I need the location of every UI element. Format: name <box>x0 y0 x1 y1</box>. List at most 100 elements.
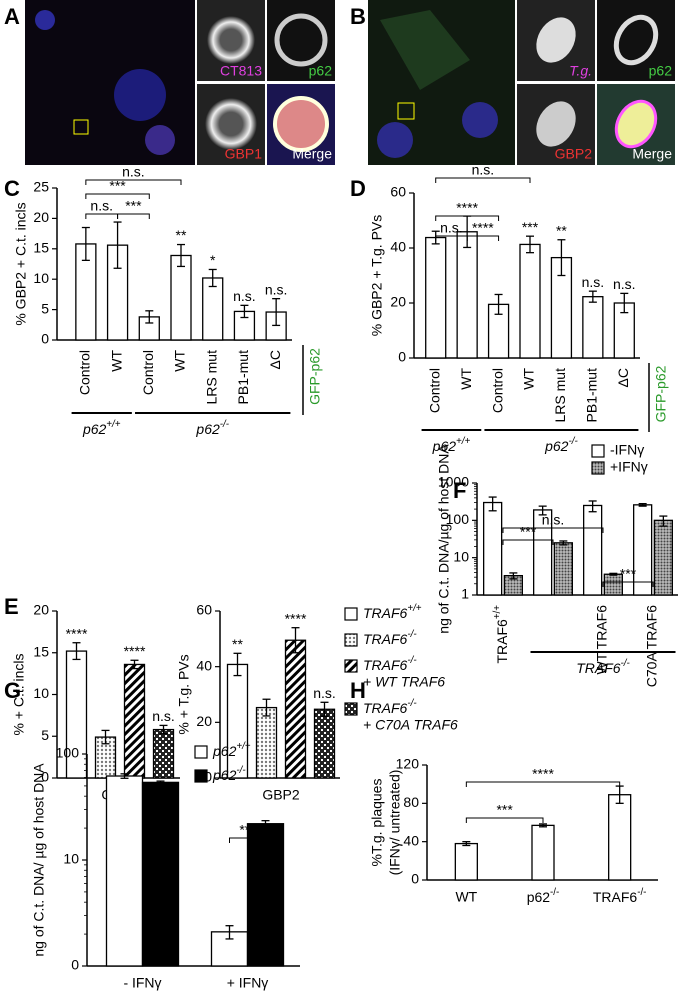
group-label: p62-/- <box>195 419 229 437</box>
y-tick-label: 1 <box>461 586 469 602</box>
y-tick-label: 60 <box>196 602 212 618</box>
inclusion <box>207 16 255 64</box>
bar <box>255 706 278 779</box>
legend-label: +IFNγ <box>610 459 648 475</box>
y-tick-label: 20 <box>33 602 49 618</box>
significance-bracket <box>85 179 182 185</box>
x-tick-label: WT <box>108 350 124 372</box>
legend-swatch <box>194 745 208 759</box>
roi-box <box>73 119 89 135</box>
nucleus <box>462 102 498 138</box>
y-tick-label: 40 <box>196 657 212 673</box>
inclusion <box>274 13 328 67</box>
x-tick-label: PB1-mut <box>584 368 600 423</box>
significance-label: **** <box>456 200 478 216</box>
group-label-sup: +/+ <box>456 436 470 447</box>
bar <box>582 296 604 359</box>
significance-bracket <box>465 781 621 787</box>
bar <box>152 728 175 779</box>
panel-letter: G <box>4 678 21 703</box>
roi-box <box>397 102 415 120</box>
error-bar <box>488 496 497 512</box>
error-bar <box>272 298 281 327</box>
error-bar <box>130 659 139 670</box>
y-tick-label: 0 <box>41 769 49 785</box>
error-bar <box>588 290 597 303</box>
panel-letter: A <box>4 4 20 29</box>
error-bar <box>113 221 122 269</box>
panel-letter: E <box>4 594 19 619</box>
y-tick-label: 10 <box>33 270 49 286</box>
x-tick-label: p62-/- <box>527 887 560 905</box>
group-label-sup: -/- <box>621 658 631 669</box>
significance-label: n.s. <box>122 164 145 180</box>
legend-label-sup: -/- <box>407 629 417 640</box>
x-tick-label: ΔC <box>267 350 283 369</box>
inset-label: Merge <box>292 146 332 162</box>
bar <box>284 639 307 779</box>
group-label: p62+/+ <box>82 419 121 437</box>
significance-bracket <box>602 581 654 587</box>
bar <box>202 277 224 341</box>
y-tick-label: 5 <box>41 727 49 743</box>
bar <box>456 231 478 359</box>
significance-label: n.s. <box>313 685 336 701</box>
bar <box>454 842 478 881</box>
y-axis-label: % GBP2 + C.t. incls <box>13 202 29 325</box>
bar <box>482 501 503 596</box>
legend-label: -IFNγ <box>610 442 644 458</box>
inset-label: p62 <box>649 63 673 79</box>
y-tick-label: 100 <box>446 511 470 527</box>
legend-label-base: p62 <box>212 767 237 783</box>
legend-label: TRAF6-/- <box>363 629 417 647</box>
significance-label: n.s. <box>90 198 113 214</box>
vacuole <box>536 17 576 63</box>
error-bar <box>145 310 154 324</box>
y-axis-label: % GBP2 + T.g. PVs <box>369 215 385 337</box>
y-tick-label: 60 <box>390 184 406 200</box>
x-tick-label: WT TRAF6 <box>594 605 610 675</box>
significance-bracket <box>435 177 531 183</box>
x-tick-label: WT <box>455 889 477 905</box>
error-bar <box>638 502 647 507</box>
group-label-base: TRAF6 <box>576 660 621 676</box>
bar <box>141 781 180 967</box>
error-bar <box>526 235 534 254</box>
x-tick-label: Control <box>77 350 93 395</box>
panel-b: B T.g. p62 GBP2 Merge <box>350 0 675 165</box>
bar <box>226 663 249 779</box>
error-bar <box>159 724 168 735</box>
inclusion <box>205 98 257 150</box>
bar <box>553 542 573 596</box>
inset-label: GBP1 <box>225 146 263 162</box>
significance-label: n.s. <box>542 512 565 528</box>
inset-label: p62 <box>309 63 333 79</box>
error-bar <box>462 841 471 847</box>
error-bar <box>539 823 547 828</box>
x-tick-label: WT <box>458 368 474 390</box>
y-axis-label: %T.g. plaques <box>369 779 385 867</box>
bar <box>531 824 555 881</box>
error-bar <box>291 627 300 654</box>
x-tick-label: TRAF6-/- <box>593 887 647 905</box>
x-tick-label-base: TRAF6 <box>494 619 510 664</box>
significance-bracket <box>85 193 150 199</box>
error-bar <box>620 292 629 314</box>
error-bar <box>208 268 217 288</box>
x-tick-label: GBP2 <box>262 787 300 803</box>
x-tick-label: TRAF6+/+ <box>492 605 510 664</box>
error-bar <box>557 239 566 277</box>
y-tick-label: 1000 <box>438 474 469 490</box>
significance-bracket <box>117 213 150 219</box>
panel-a: A CT813 p62 GBP1 Merge <box>4 0 335 165</box>
error-bar <box>225 925 234 940</box>
legend-label-line2: + WT TRAF6 <box>363 674 445 690</box>
bar <box>246 823 285 967</box>
y-axis-label: (IFNγ/ untreated) <box>387 770 403 876</box>
y-tick-label: 15 <box>33 643 49 659</box>
x-tick-label: - IFNγ <box>123 975 161 991</box>
y-tick-label: 25 <box>33 179 49 195</box>
legend-swatch <box>344 633 358 647</box>
significance-label: **** <box>472 220 494 236</box>
y-tick-label: 0 <box>398 349 406 365</box>
